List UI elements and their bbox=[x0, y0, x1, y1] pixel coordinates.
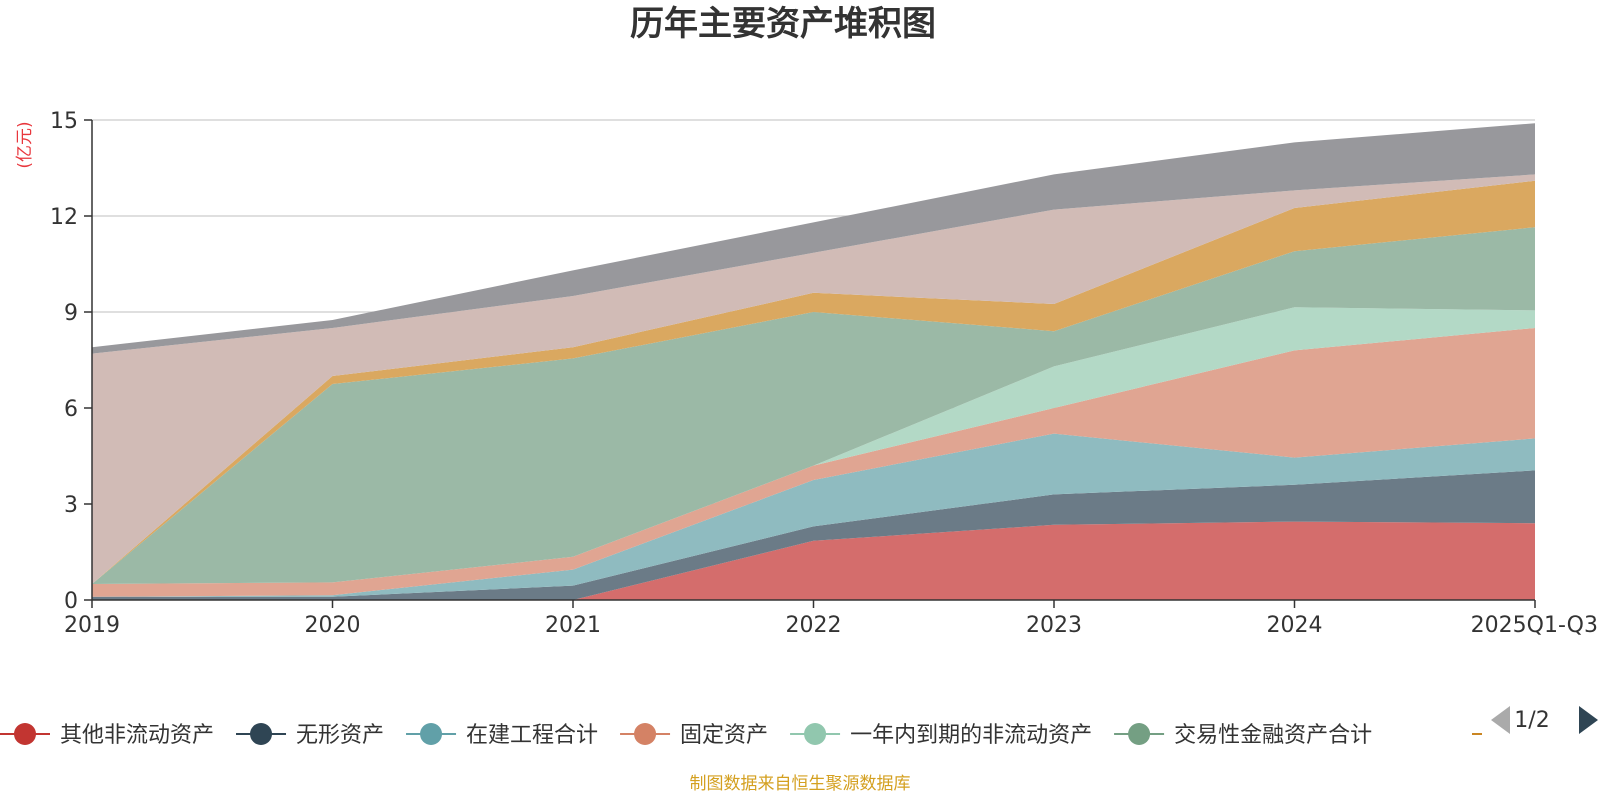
legend-label-0: 其他非流动资产 bbox=[60, 723, 214, 748]
legend-marker-2 bbox=[420, 723, 443, 745]
legend-pager: 1/2 bbox=[1491, 706, 1598, 734]
legend-item-0[interactable]: 其他非流动资产 bbox=[0, 723, 214, 748]
y-tick-label-3: 3 bbox=[64, 493, 78, 518]
area-series-6 bbox=[92, 180, 1535, 585]
legend-next-page-icon[interactable] bbox=[1579, 706, 1598, 734]
area-series-group bbox=[92, 123, 1535, 600]
legend-label-4: 一年内到期的非流动资产 bbox=[850, 723, 1092, 748]
area-series-5 bbox=[92, 227, 1535, 584]
chart-title: 历年主要资产堆积图 bbox=[630, 4, 936, 44]
x-tick-label-2022: 2022 bbox=[786, 613, 842, 638]
legend-item-4[interactable]: 一年内到期的非流动资产 bbox=[790, 723, 1092, 748]
area-series-7 bbox=[92, 174, 1535, 584]
legend-item-5[interactable]: 交易性金融资产合计 bbox=[1114, 723, 1372, 748]
y-tick-labels: 0 3 6 9 12 15 bbox=[50, 109, 92, 614]
legend-prev-page-icon[interactable] bbox=[1491, 706, 1510, 734]
y-tick-label-15: 15 bbox=[50, 109, 78, 134]
area-series-0 bbox=[92, 521, 1535, 600]
y-tick-label-6: 6 bbox=[64, 397, 78, 422]
area-series-3 bbox=[92, 328, 1535, 597]
legend[interactable]: 其他非流动资产 无形资产 在建工程合计 固定资产 一年内到期的非流动资产 交易性金融资产合… bbox=[0, 723, 1482, 748]
legend-label-3: 固定资产 bbox=[680, 723, 768, 748]
x-tick-label-2021: 2021 bbox=[545, 613, 601, 638]
legend-marker-1 bbox=[250, 723, 273, 745]
area-series-1 bbox=[92, 470, 1535, 600]
x-tick-label-2025Q1-Q3: 2025Q1-Q3 bbox=[1471, 613, 1598, 638]
y-tick-label-9: 9 bbox=[64, 301, 78, 326]
legend-page-indicator: 1/2 bbox=[1514, 708, 1549, 733]
area-series-4 bbox=[92, 307, 1535, 584]
area-series-2 bbox=[92, 433, 1535, 597]
legend-label-2: 在建工程合计 bbox=[466, 723, 598, 748]
legend-marker-5 bbox=[1128, 723, 1151, 745]
legend-item-2[interactable]: 在建工程合计 bbox=[406, 723, 598, 748]
legend-marker-4 bbox=[804, 723, 827, 745]
x-tick-label-2019: 2019 bbox=[64, 613, 120, 638]
legend-label-1: 无形资产 bbox=[296, 723, 384, 748]
legend-label-5: 交易性金融资产合计 bbox=[1174, 723, 1372, 748]
area-series-8 bbox=[92, 123, 1535, 354]
x-tick-label-2020: 2020 bbox=[305, 613, 361, 638]
legend-item-1[interactable]: 无形资产 bbox=[236, 723, 384, 748]
legend-marker-0 bbox=[14, 723, 36, 745]
legend-marker-3 bbox=[634, 723, 657, 745]
x-tick-labels: 2019 2020 2021 2022 2023 2024 2025Q1-Q3 bbox=[64, 600, 1598, 638]
data-source-note: 制图数据来自恒生聚源数据库 bbox=[690, 774, 911, 794]
x-tick-label-2023: 2023 bbox=[1026, 613, 1082, 638]
y-axis-unit-label: (亿元) bbox=[15, 121, 35, 168]
y-tick-label-12: 12 bbox=[50, 205, 78, 230]
x-tick-label-2024: 2024 bbox=[1267, 613, 1323, 638]
legend-item-3[interactable]: 固定资产 bbox=[620, 723, 768, 748]
y-tick-label-0: 0 bbox=[64, 589, 78, 614]
